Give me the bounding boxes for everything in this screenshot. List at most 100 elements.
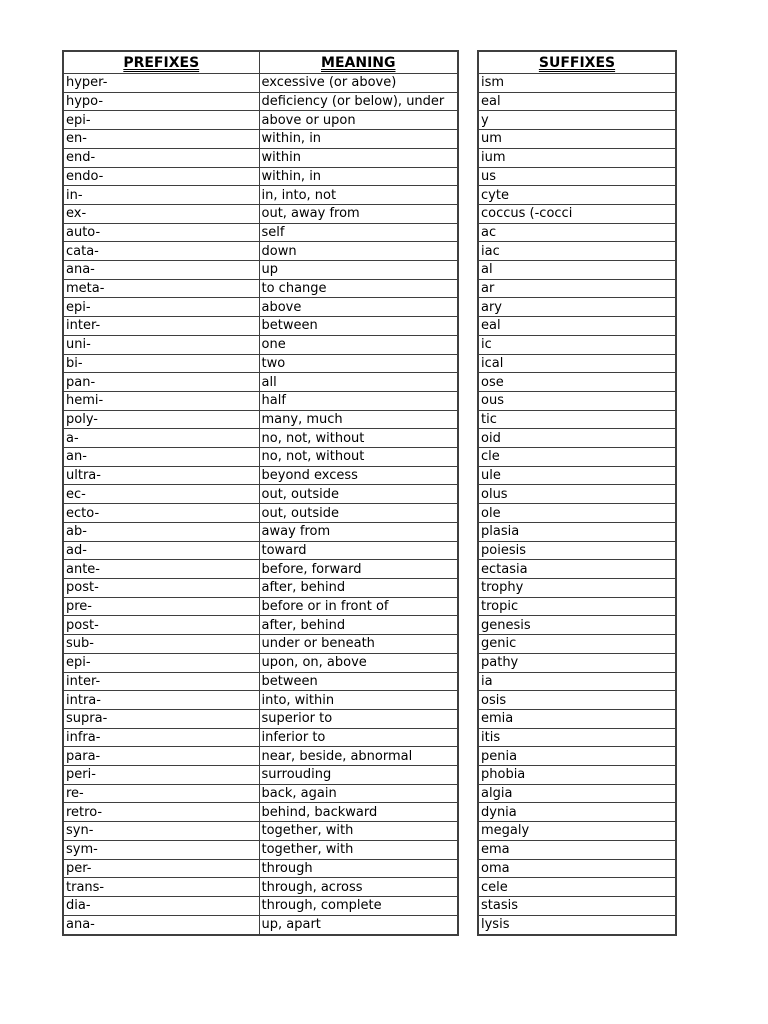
table-cell: before or in front of xyxy=(258,596,459,617)
suffixes-header-label: SUFFIXES xyxy=(538,54,616,71)
table-cell: poly- xyxy=(62,409,260,430)
table-cell: up xyxy=(258,260,459,280)
table-row: ical xyxy=(477,353,677,374)
table-cell: osis xyxy=(477,690,677,710)
table-cell: emia xyxy=(477,708,677,729)
table-row: a-no, not, without xyxy=(62,428,459,449)
table-row: inter-between xyxy=(62,671,459,692)
table-cell: infra- xyxy=(62,727,260,748)
table-cell: toward xyxy=(258,540,459,561)
table-cell: ema xyxy=(477,839,677,860)
table-row: sub-under or beneath xyxy=(62,634,459,654)
table-row: cyte xyxy=(477,185,677,205)
table-cell: together, with xyxy=(258,821,459,841)
table-cell: intra- xyxy=(62,690,260,710)
table-cell: surrouding xyxy=(258,765,459,785)
table-cell: cle xyxy=(477,447,677,467)
table-row: oma xyxy=(477,858,677,879)
table-row: infra-inferior to xyxy=(62,727,459,748)
table-row: cle xyxy=(477,447,677,467)
table-cell: oid xyxy=(477,428,677,449)
table-cell: through, across xyxy=(258,877,459,897)
table-cell: iac xyxy=(477,241,677,262)
table-cell: re- xyxy=(62,783,260,804)
table-cell: oma xyxy=(477,858,677,879)
table-cell: after, behind xyxy=(258,577,459,598)
table-cell: bi- xyxy=(62,353,260,374)
table-cell: ecto- xyxy=(62,503,260,523)
prefixes-table: PREFIXES MEANING hyper-excessive (or abo… xyxy=(62,50,459,936)
table-row: eal xyxy=(477,316,677,336)
table-cell: through xyxy=(258,858,459,879)
table-cell: plasia xyxy=(477,521,677,542)
table-row: pre-before or in front of xyxy=(62,596,459,617)
table-cell: ad- xyxy=(62,540,260,561)
table-cell: no, not, without xyxy=(258,447,459,467)
table-cell: out, away from xyxy=(258,203,459,224)
table-row: ana-up xyxy=(62,260,459,280)
table-cell: hypo- xyxy=(62,91,260,112)
table-cell: hemi- xyxy=(62,390,260,411)
table-row: supra-superior to xyxy=(62,708,459,729)
table-cell: pre- xyxy=(62,596,260,617)
table-cell: upon, on, above xyxy=(258,652,459,673)
table-cell: epi- xyxy=(62,110,260,131)
table-row: ule xyxy=(477,465,677,486)
table-cell: eal xyxy=(477,316,677,336)
table-cell: ac xyxy=(477,222,677,243)
table-cell: ec- xyxy=(62,484,260,505)
table-row: hyper-excessive (or above) xyxy=(62,73,459,93)
table-cell: megaly xyxy=(477,821,677,841)
table-cell: end- xyxy=(62,147,260,168)
table-row: inter-between xyxy=(62,316,459,336)
table-cell: cata- xyxy=(62,241,260,262)
table-cell: cele xyxy=(477,877,677,897)
table-row: epi-above xyxy=(62,297,459,318)
table-cell: out, outside xyxy=(258,503,459,523)
table-row: ecto-out, outside xyxy=(62,503,459,523)
table-row: genic xyxy=(477,634,677,654)
table-row: coccus (-cocci xyxy=(477,203,677,224)
table-cell: dia- xyxy=(62,895,260,916)
prefixes-table-header-row: PREFIXES MEANING xyxy=(62,50,459,74)
table-row: ary xyxy=(477,297,677,318)
table-row: ana-up, apart xyxy=(62,914,459,936)
table-cell: away from xyxy=(258,521,459,542)
table-cell: olus xyxy=(477,484,677,505)
table-cell: hyper- xyxy=(62,73,260,93)
table-row: epi-upon, on, above xyxy=(62,652,459,673)
table-row: poly-many, much xyxy=(62,409,459,430)
table-cell: a- xyxy=(62,428,260,449)
table-cell: penia xyxy=(477,746,677,767)
table-cell: syn- xyxy=(62,821,260,841)
table-cell: many, much xyxy=(258,409,459,430)
table-row: intra-into, within xyxy=(62,690,459,710)
table-cell: trophy xyxy=(477,577,677,598)
table-row: trans-through, across xyxy=(62,877,459,897)
table-cell: self xyxy=(258,222,459,243)
table-cell: epi- xyxy=(62,297,260,318)
table-row: al xyxy=(477,260,677,280)
table-row: post-after, behind xyxy=(62,577,459,598)
table-cell: post- xyxy=(62,615,260,636)
table-cell: sym- xyxy=(62,839,260,860)
table-row: ectasia xyxy=(477,559,677,579)
table-row: ab-away from xyxy=(62,521,459,542)
table-cell: endo- xyxy=(62,166,260,187)
table-cell: ia xyxy=(477,671,677,692)
table-cell: coccus (-cocci xyxy=(477,203,677,224)
suffixes-table-body: ism eal y um ium us cyte coccus (-cocci ac iac al a… xyxy=(477,73,677,936)
table-row: emia xyxy=(477,708,677,729)
table-cell: poiesis xyxy=(477,540,677,561)
table-row: auto-self xyxy=(62,222,459,243)
table-row: oid xyxy=(477,428,677,449)
table-row: lysis xyxy=(477,914,677,936)
meaning-column-header: MEANING xyxy=(258,50,459,74)
table-cell: ium xyxy=(477,147,677,168)
table-cell: ultra- xyxy=(62,465,260,486)
table-row: in-in, into, not xyxy=(62,185,459,205)
table-row: osis xyxy=(477,690,677,710)
table-row: ia xyxy=(477,671,677,692)
table-row: olus xyxy=(477,484,677,505)
